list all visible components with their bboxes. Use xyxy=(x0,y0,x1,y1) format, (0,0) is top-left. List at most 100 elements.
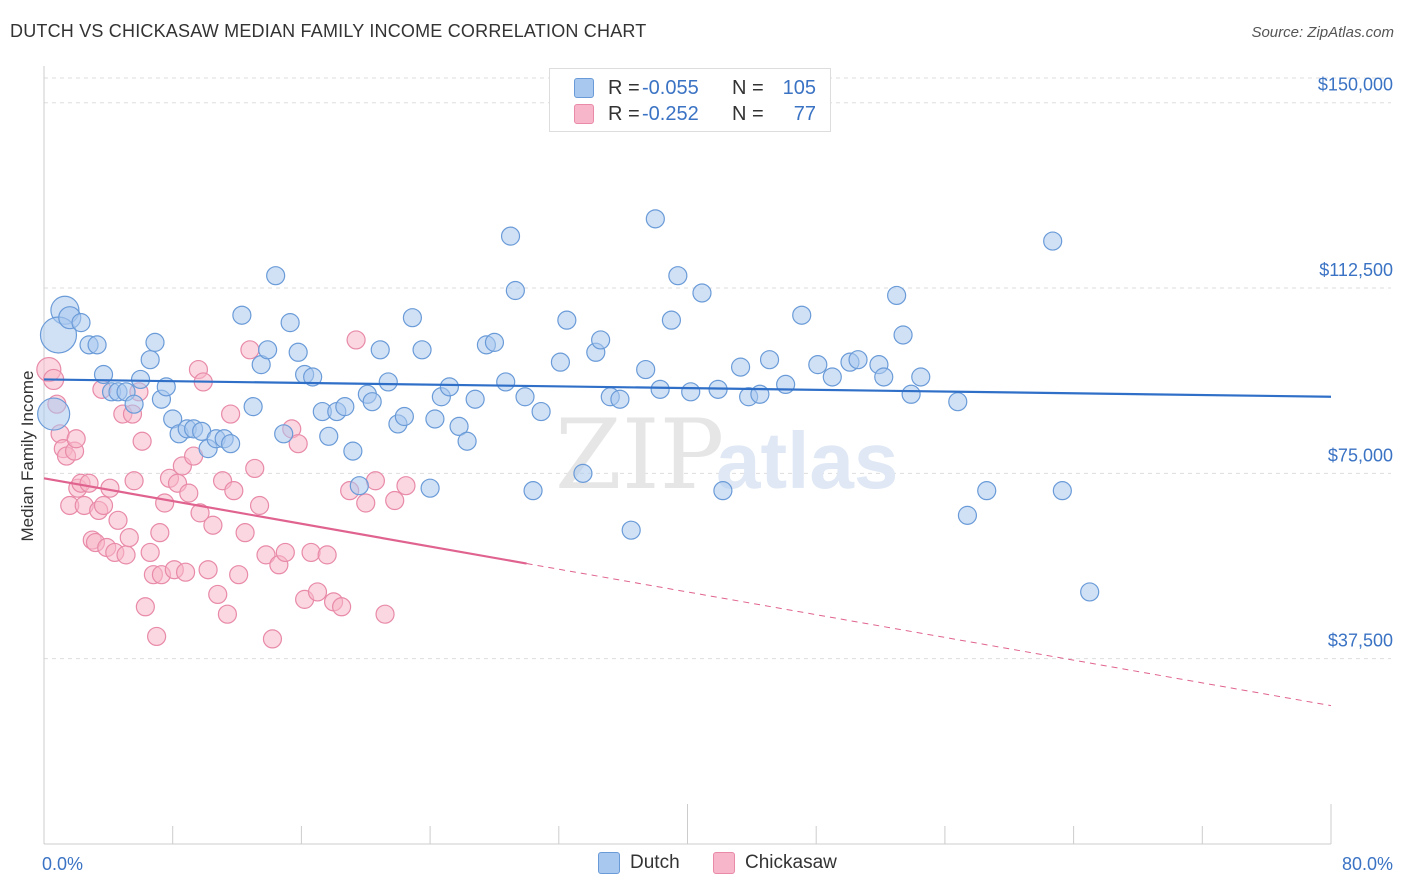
chickasaw-point xyxy=(132,431,152,451)
dutch-point xyxy=(531,401,551,422)
chickasaw-point xyxy=(332,597,352,617)
dutch-point xyxy=(449,416,469,437)
chickasaw-point xyxy=(203,515,223,535)
series-legend: Dutch Chickasaw xyxy=(0,852,1406,878)
dutch-point xyxy=(439,377,460,397)
dutch-point xyxy=(573,463,593,483)
chickasaw-point xyxy=(256,545,276,565)
chickasaw-point xyxy=(190,503,210,523)
dutch-point xyxy=(621,520,641,540)
dutch-point xyxy=(776,374,796,394)
chickasaw-point xyxy=(224,481,244,501)
dutch-point xyxy=(550,352,571,372)
dutch-point xyxy=(591,330,611,350)
dutch-point xyxy=(343,441,363,461)
r-value: -0.252 xyxy=(642,102,699,125)
n-value: 77 xyxy=(793,102,816,125)
chickasaw-point xyxy=(208,584,228,605)
chickasaw-point xyxy=(262,629,283,649)
y-tick-label: $150,000 xyxy=(1318,75,1393,95)
trend-lines xyxy=(43,378,1332,707)
dutch-point xyxy=(87,335,107,355)
chart-title: DUTCH VS CHICKASAW MEDIAN FAMILY INCOME … xyxy=(10,21,647,41)
dutch-point xyxy=(266,266,286,286)
n-label: N = xyxy=(732,102,764,125)
chickasaw-point xyxy=(235,523,255,543)
y-tick-label: $37,500 xyxy=(1328,631,1393,651)
dutch-point xyxy=(1043,231,1063,251)
chickasaw-point xyxy=(147,626,167,647)
dutch-point xyxy=(420,478,440,498)
dutch-point xyxy=(258,340,278,360)
dutch-point xyxy=(378,372,398,392)
chickasaw-point xyxy=(275,542,295,563)
dutch-point xyxy=(130,369,151,390)
dutch-swatch xyxy=(574,78,594,98)
dutch-point xyxy=(636,359,656,380)
dutch-point xyxy=(319,426,339,446)
r-label: R = xyxy=(608,102,640,125)
dutch-point xyxy=(232,305,252,325)
chickasaw-point xyxy=(93,495,114,516)
dutch-point xyxy=(948,392,968,412)
dutch-point xyxy=(887,285,907,306)
dutch-legend-swatch xyxy=(598,852,620,874)
chickasaw-point xyxy=(385,490,405,511)
legend-row-dutch: R = -0.055 N = 105 xyxy=(574,76,816,100)
chickasaw-point xyxy=(301,542,321,563)
chickasaw-point xyxy=(346,330,366,350)
y-tick-labels: $37,500 $75,000 $112,500 $150,000 xyxy=(1318,75,1393,651)
dutch-point xyxy=(557,310,577,330)
dutch-point xyxy=(465,389,485,409)
legend-row-chickasaw: R = -0.252 N = 77 xyxy=(574,102,816,126)
correlation-legend: R = -0.055 N = 105 R = -0.252 N = 77 xyxy=(549,68,831,132)
chickasaw-trend-line xyxy=(43,477,527,565)
chickasaw-point xyxy=(375,604,395,624)
watermark: ZIP atlas xyxy=(555,399,898,511)
x-tick-labels: 0.0% 80.0% xyxy=(42,854,1393,874)
legend-item-dutch[interactable]: Dutch xyxy=(598,852,680,874)
dutch-point xyxy=(911,367,931,387)
dutch-point xyxy=(901,384,921,404)
dutch-point xyxy=(37,397,71,431)
chickasaw-point xyxy=(245,458,265,479)
dutch-point xyxy=(370,340,390,360)
chickasaw-point xyxy=(155,493,175,513)
n-label: N = xyxy=(732,76,764,99)
legend-label-dutch: Dutch xyxy=(630,852,680,873)
dutch-point xyxy=(957,505,978,525)
chickasaw-point xyxy=(288,434,308,454)
chickasaw-point xyxy=(116,545,136,565)
dutch-points xyxy=(37,209,1100,602)
chickasaw-point xyxy=(79,473,99,493)
chickasaw-point xyxy=(175,562,196,582)
chickasaw-point xyxy=(179,483,199,503)
dutch-point xyxy=(792,305,812,325)
dutch-point xyxy=(349,476,369,496)
legend-item-chickasaw[interactable]: Chickasaw xyxy=(713,852,837,874)
r-label: R = xyxy=(608,76,640,99)
chickasaw-trend-extension xyxy=(526,563,1332,707)
y-tick-label: $112,500 xyxy=(1319,260,1393,280)
r-value: -0.055 xyxy=(642,76,699,99)
chickasaw-point xyxy=(135,597,155,617)
dutch-point xyxy=(848,350,868,370)
watermark-zip: ZIP xyxy=(555,399,724,511)
axes xyxy=(43,66,1332,845)
dutch-point xyxy=(523,481,543,501)
dutch-point xyxy=(977,481,997,501)
chickasaw-point xyxy=(396,476,416,496)
dutch-point xyxy=(394,406,414,427)
legend-label-chickasaw: Chickasaw xyxy=(745,852,837,873)
chickasaw-point xyxy=(198,560,218,580)
dutch-point xyxy=(402,308,423,328)
n-value: 105 xyxy=(782,76,816,99)
chickasaw-point xyxy=(249,495,270,516)
dutch-point xyxy=(156,377,176,397)
dutch-point xyxy=(145,332,165,352)
dutch-point xyxy=(280,313,300,333)
x-tick-label: 80.0% xyxy=(1342,854,1393,874)
dutch-point xyxy=(484,332,505,352)
dutch-point xyxy=(610,389,630,409)
dutch-point xyxy=(650,379,670,399)
